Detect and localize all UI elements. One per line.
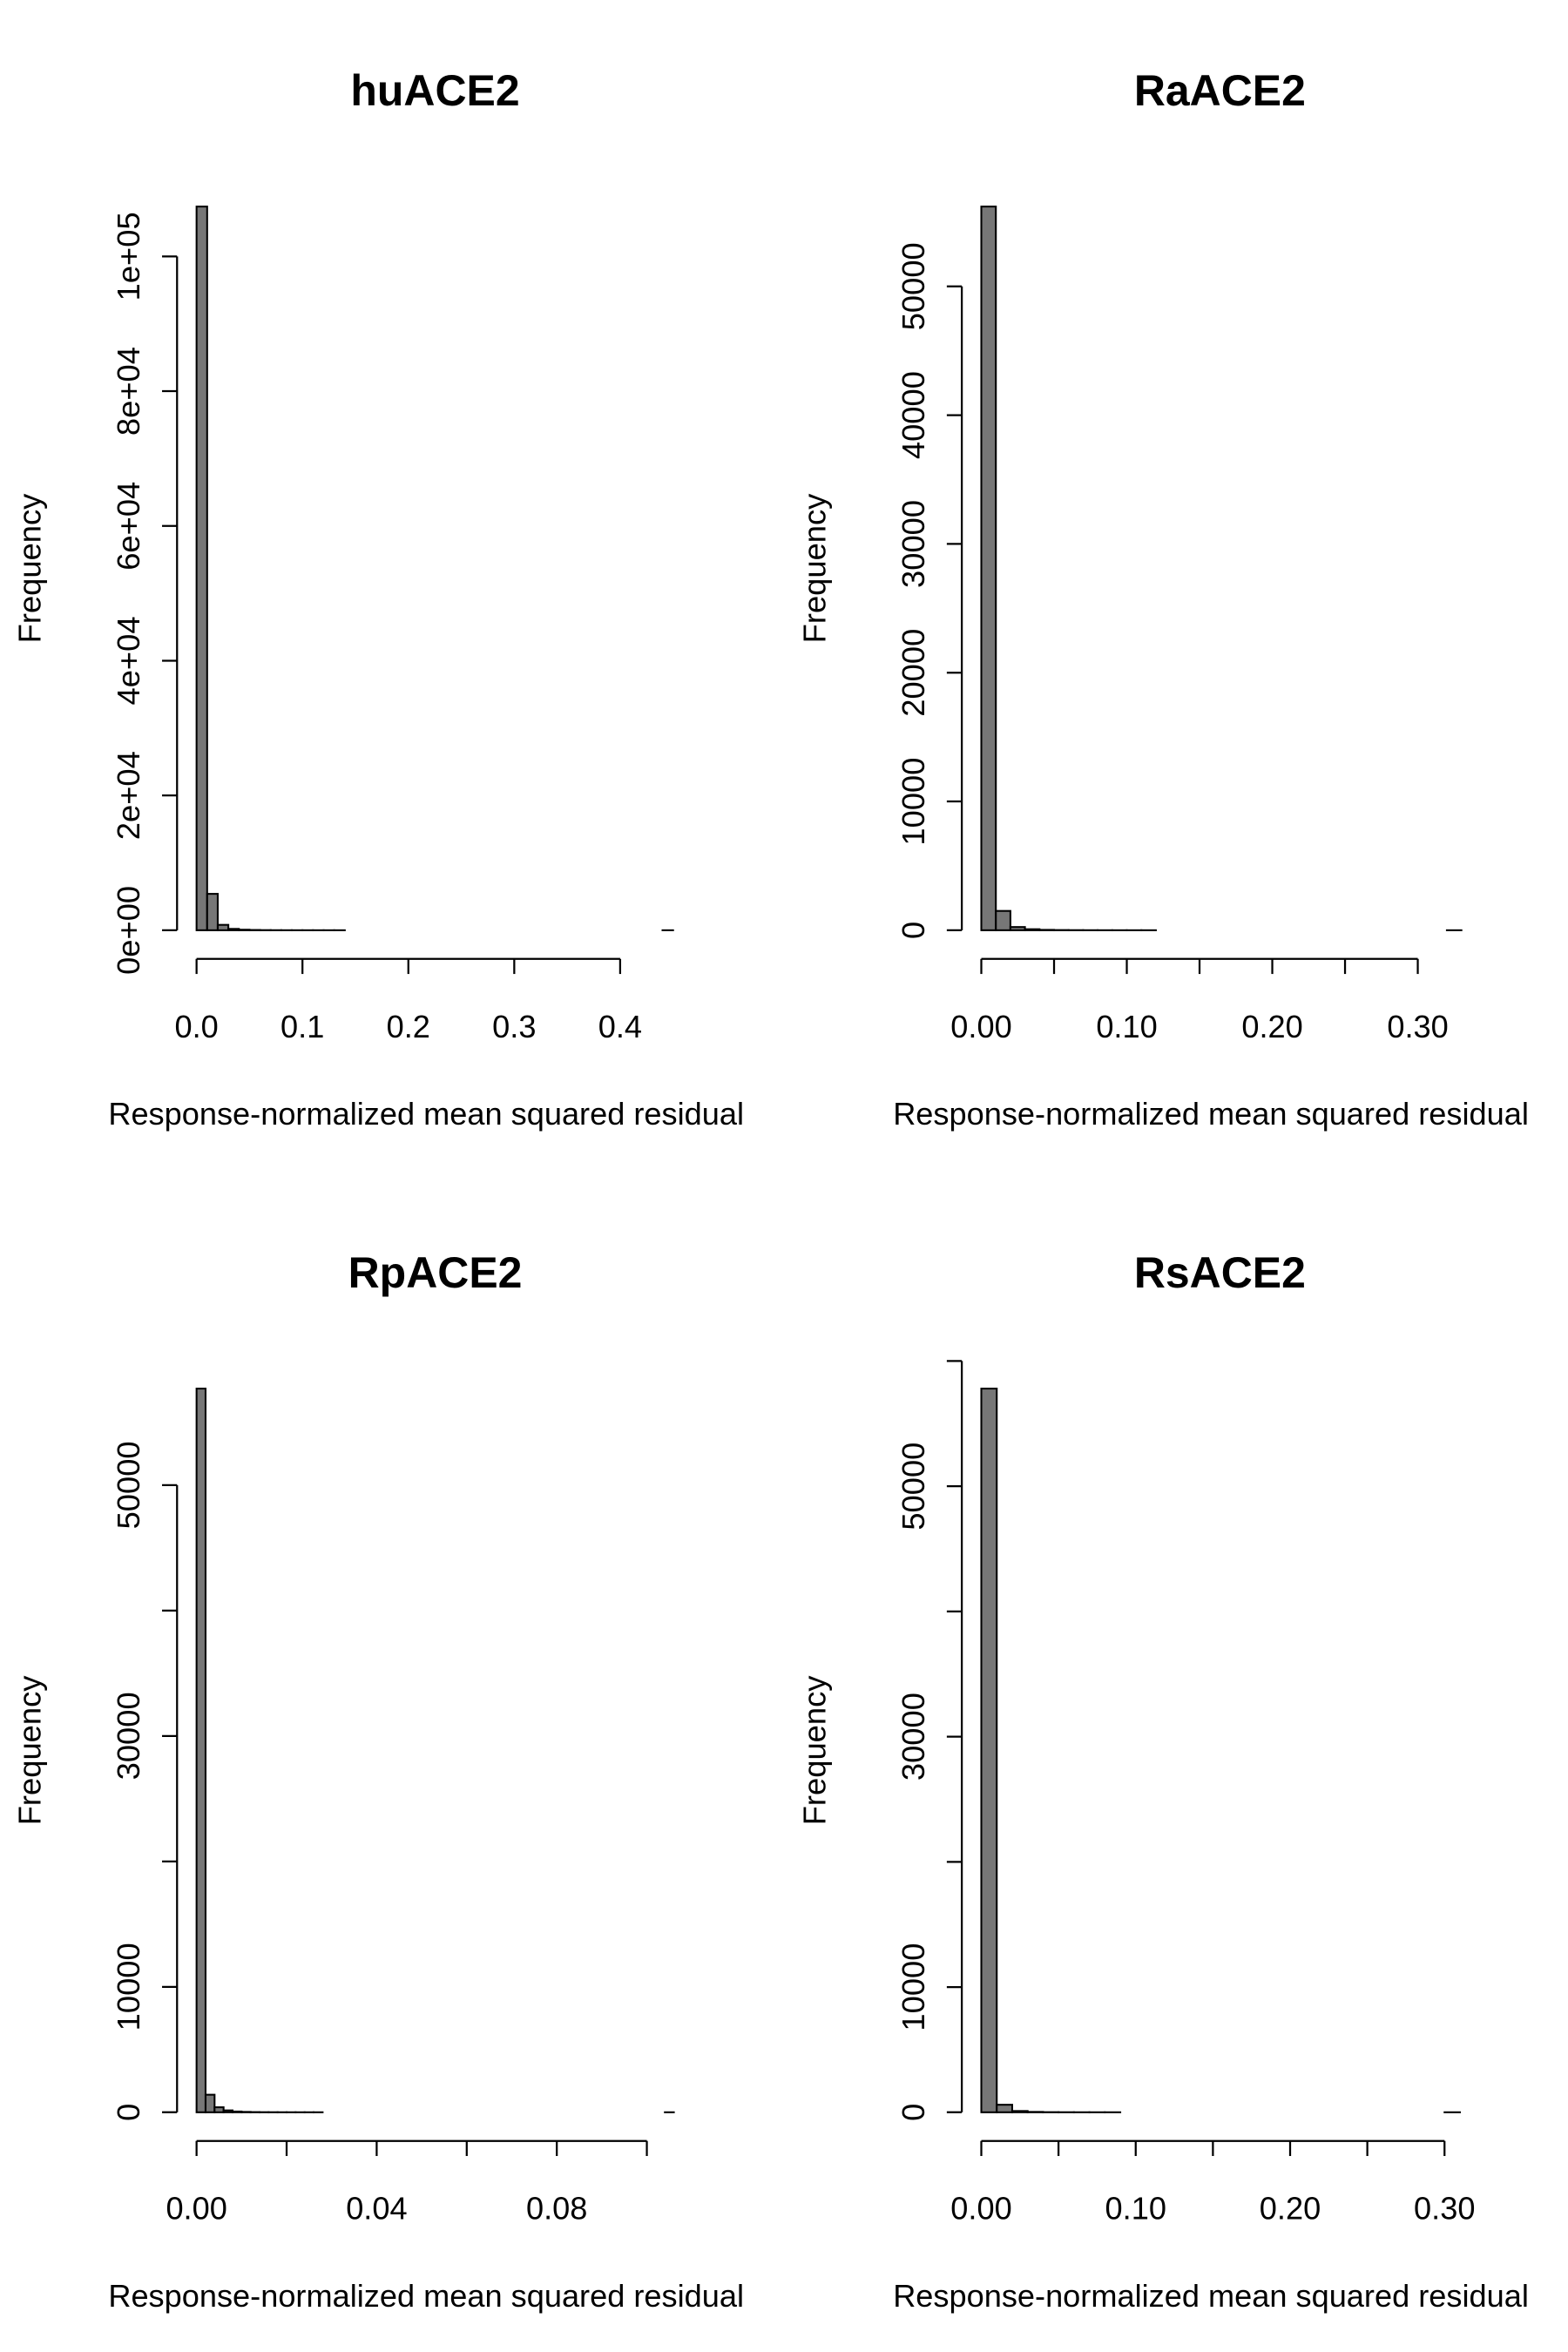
x-axis-label: Response-normalized mean squared residua…	[893, 2278, 1529, 2314]
bar	[204, 2093, 216, 2113]
chart-title: RpACE2	[348, 1248, 523, 1297]
y-tick-label: 50000	[896, 242, 931, 330]
x-tick-label: 0.0	[175, 1009, 219, 1044]
y-tick-label: 2e+04	[111, 751, 146, 840]
y-axis-label: Frequency	[796, 1675, 832, 1826]
chart-title: huACE2	[350, 66, 519, 115]
y-tick-label: 50000	[111, 1441, 146, 1529]
y-tick-label: 30000	[111, 1692, 146, 1780]
y-tick-label: 1e+05	[111, 212, 146, 301]
x-tick-label: 0.10	[1096, 1009, 1157, 1044]
x-tick-label: 0.00	[950, 1009, 1011, 1044]
y-tick-label: 8e+04	[111, 347, 146, 436]
y-tick-label: 0	[896, 2104, 931, 2121]
chart-title: RsACE2	[1134, 1248, 1306, 1297]
y-tick-label: 0e+00	[111, 886, 146, 975]
x-tick-label: 0.30	[1387, 1009, 1448, 1044]
bar	[213, 2106, 225, 2113]
y-tick-label: 20000	[896, 629, 931, 717]
y-tick-label: 0	[896, 922, 931, 939]
x-tick-label: 0.00	[950, 2191, 1011, 2227]
panel: RaACE2 Frequency Response-normalized mean …	[796, 66, 1528, 1132]
bar	[227, 928, 240, 931]
y-tick-label: 6e+04	[111, 482, 146, 571]
y-tick-label: 30000	[896, 1693, 931, 1781]
bar	[195, 1388, 207, 2113]
x-tick-label: 0.20	[1260, 2191, 1321, 2227]
bar	[996, 2104, 1013, 2113]
chart-title: RaACE2	[1134, 66, 1306, 115]
y-tick-label: 40000	[896, 371, 931, 459]
panel: RpACE2 Frequency Response-normalized mean …	[12, 1248, 744, 2314]
x-tick-label: 0.3	[492, 1009, 536, 1044]
x-tick-label: 0.08	[526, 2191, 587, 2227]
y-tick-label: 4e+04	[111, 616, 146, 705]
panel: RsACE2 Frequency Response-normalized mean …	[796, 1248, 1528, 2314]
y-axis-label: Frequency	[12, 493, 48, 644]
x-tick-label: 0.30	[1414, 2191, 1475, 2227]
bar	[238, 929, 251, 931]
bar	[980, 1388, 998, 2113]
x-axis-label: Response-normalized mean squared residua…	[108, 1096, 744, 1132]
x-tick-label: 0.04	[346, 2191, 407, 2227]
x-tick-label: 0.4	[598, 1009, 642, 1044]
bar	[222, 2109, 234, 2113]
y-tick-label: 10000	[111, 1943, 146, 2031]
bar	[195, 206, 208, 931]
x-tick-label: 0.20	[1241, 1009, 1302, 1044]
bar	[216, 923, 230, 931]
y-axis-label: Frequency	[12, 1675, 48, 1826]
y-tick-label: 30000	[896, 500, 931, 588]
x-axis-label: Response-normalized mean squared residua…	[893, 1096, 1529, 1132]
bar	[1010, 2110, 1029, 2113]
bar	[1024, 928, 1041, 931]
y-tick-label: 10000	[896, 1943, 931, 2031]
bar	[1009, 926, 1026, 931]
x-tick-label: 0.1	[280, 1009, 324, 1044]
x-tick-label: 0.2	[387, 1009, 430, 1044]
bar	[995, 909, 1011, 931]
x-tick-label: 0.10	[1105, 2191, 1166, 2227]
x-tick-label: 0.00	[166, 2191, 226, 2227]
y-tick-label: 50000	[896, 1443, 931, 1531]
y-tick-label: 10000	[896, 758, 931, 846]
bar	[206, 893, 219, 931]
x-axis-label: Response-normalized mean squared residua…	[108, 2278, 744, 2314]
bar	[980, 206, 997, 931]
panel: huACE2 Frequency Response-normalized mean …	[12, 66, 744, 1132]
y-tick-label: 0	[111, 2104, 146, 2121]
y-axis-label: Frequency	[796, 493, 832, 644]
